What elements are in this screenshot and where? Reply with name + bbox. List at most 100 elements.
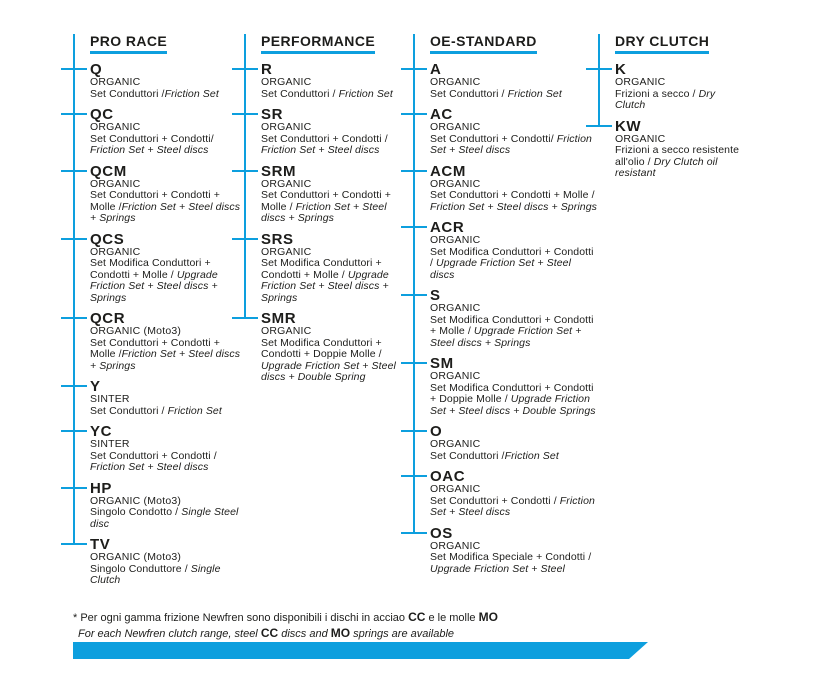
tick-mark — [232, 68, 258, 70]
code-cc: CC — [260, 625, 279, 640]
material-type: ORGANIC — [430, 438, 481, 450]
product-code: Q — [90, 61, 103, 78]
tick-mark — [586, 124, 612, 127]
product-description: Set Conduttori + Condotti / Friction Set… — [261, 133, 413, 157]
product-code: SMR — [261, 310, 297, 327]
description-english: Upgrade Friction Set + Steel discs — [430, 257, 572, 281]
blue-footer-banner — [73, 642, 648, 659]
product-description: Set Modifica Conduttori + Condotti + Mol… — [90, 257, 244, 304]
material-type: ORGANIC — [261, 245, 312, 258]
product-code-entry: QCM ORGANIC Set Conduttori + Condotti + … — [61, 162, 244, 225]
description-english: Friction Set + Steel discs + Springs — [90, 200, 241, 224]
description-italian: Set Modifica Conduttori + Condotti / — [430, 245, 594, 269]
product-code-entry: O ORGANIC Set Conduttori /Friction Set — [401, 424, 598, 462]
description-italian: Singolo Condotto / — [90, 506, 182, 518]
product-description: Set Modifica Speciale + Condotti / Upgra… — [430, 551, 598, 575]
column-items: Q ORGANIC Set Conduttori /Friction Set Q… — [61, 61, 244, 587]
material-type: ORGANIC — [90, 76, 141, 88]
material-type: ORGANIC — [90, 177, 141, 190]
description-italian: Set Conduttori + Condotti/ — [90, 132, 214, 145]
column-title: PRO RACE — [90, 34, 168, 54]
description-italian: Set Conduttori + Condotti + Molle / — [261, 189, 391, 213]
product-code-entry: SR ORGANIC Set Conduttori + Condotti / F… — [232, 107, 413, 157]
tick-mark — [401, 430, 427, 432]
material-type: ORGANIC — [261, 121, 312, 133]
product-code: YC — [90, 423, 113, 440]
description-italian: Set Modifica Conduttori + Condotti + Dop… — [261, 336, 382, 360]
product-description: Set Conduttori + Condotti + Molle / Fric… — [430, 189, 598, 213]
footnote-italian: * Per ogni gamma frizione Newfren sono d… — [73, 610, 498, 624]
product-description: Set Conduttori /Friction Set — [90, 87, 244, 101]
product-code-entry: TV ORGANIC (Moto3) Singolo Conduttore / … — [61, 536, 244, 587]
material-type: ORGANIC — [430, 234, 481, 246]
product-description: Set Conduttori + Condotti + Molle /Frict… — [90, 189, 244, 225]
product-description: Set Conduttori + Condotti + Molle / Fric… — [261, 189, 413, 225]
material-type: ORGANIC — [430, 539, 481, 552]
column-items: K ORGANIC Frizioni a secco / Dry Clutch … — [586, 62, 748, 180]
column-pro-race: PRO RACE Q ORGANIC Set Conduttori /Frict… — [61, 33, 244, 594]
product-code-entry: YC SINTER Set Conduttori + Condotti / Fr… — [61, 423, 244, 474]
product-code: QC — [90, 106, 114, 123]
description-english: Friction Set + Steel discs + Springs — [430, 200, 598, 213]
material-type: SINTER — [90, 393, 130, 405]
description-english: Friction Set + Steel discs — [261, 144, 380, 156]
column-oe-standard: OE-STANDARD A ORGANIC Set Conduttori / F… — [401, 33, 598, 594]
description-english: Friction Set + Steel discs — [430, 494, 595, 518]
product-description: Set Conduttori / Friction Set — [261, 87, 413, 101]
product-code-entry: SRS ORGANIC Set Modifica Conduttori + Co… — [232, 232, 413, 305]
product-description: Set Modifica Conduttori + Condotti + Dop… — [430, 381, 598, 418]
description-english: Friction Set + Steel discs + Springs — [261, 200, 387, 224]
material-type: ORGANIC — [430, 302, 481, 314]
description-italian: Set Modifica Conduttori + Condotti + Mol… — [90, 257, 211, 281]
product-code: ACM — [430, 162, 466, 180]
code-mo: MO — [330, 625, 351, 640]
description-english: Upgrade Friction Set + Steel discs + Dou… — [430, 393, 596, 417]
product-code-entry: QCR ORGANIC (Moto3) Set Conduttori + Con… — [61, 311, 244, 373]
product-description: Set Modifica Conduttori + Condotti + Mol… — [261, 257, 413, 304]
description-italian: Set Modifica Conduttori + Condotti + Dop… — [430, 381, 594, 405]
description-english: Single Steel disc — [90, 506, 239, 530]
product-code: QCM — [90, 162, 127, 180]
product-description: Set Conduttori + Condotti/ Friction Set … — [430, 133, 598, 157]
tick-mark — [61, 113, 87, 115]
product-code: TV — [90, 536, 111, 553]
tick-mark — [586, 68, 612, 70]
description-english: Friction Set + Steel discs — [90, 144, 209, 156]
tick-mark — [232, 237, 258, 240]
product-code-entry: QC ORGANIC Set Conduttori + Condotti/ Fr… — [61, 106, 244, 157]
description-english: Friction Set — [164, 87, 219, 100]
product-code: OS — [430, 524, 453, 542]
description-italian: Frizioni a secco resistente all'olio / — [615, 144, 740, 168]
tick-mark — [61, 68, 87, 70]
description-italian: Set Conduttori / — [430, 87, 508, 100]
tick-mark — [61, 237, 87, 240]
product-code-entry: HP ORGANIC (Moto3) Singolo Condotto / Si… — [61, 481, 244, 531]
column-performance: PERFORMANCE R ORGANIC Set Conduttori / F… — [232, 33, 413, 594]
description-italian: Set Conduttori + Condotti + Molle / — [430, 189, 595, 201]
column-title: DRY CLUTCH — [615, 34, 710, 54]
description-italian: Set Modifica Speciale + Condotti / — [430, 551, 592, 563]
material-type: ORGANIC — [615, 76, 666, 88]
product-code: AC — [430, 106, 453, 123]
column-connector-line — [413, 34, 415, 533]
product-description: Set Conduttori + Condotti / Friction Set… — [90, 450, 244, 474]
footnote: * Per ogni gamma frizione Newfren sono d… — [73, 610, 498, 641]
product-code-entry: KW ORGANIC Frizioni a secco resistente a… — [586, 119, 748, 180]
tick-mark — [401, 226, 427, 228]
description-italian: Set Conduttori / — [90, 404, 168, 417]
product-code: SM — [430, 355, 454, 372]
tick-mark — [401, 531, 427, 534]
description-english: Friction Set — [338, 87, 393, 100]
material-type: ORGANIC — [261, 325, 312, 337]
product-code-entry: SMR ORGANIC Set Modifica Conduttori + Co… — [232, 310, 413, 384]
description-italian: Set Conduttori / — [90, 87, 165, 100]
material-type: ORGANIC — [430, 483, 481, 495]
product-code: QCS — [90, 230, 125, 248]
description-english: Friction Set + Steel discs — [90, 461, 209, 473]
product-code-entry: ACM ORGANIC Set Conduttori + Condotti + … — [401, 162, 598, 214]
description-english: Dry Clutch — [615, 87, 716, 111]
product-description: Set Conduttori + Condotti + Molle /Frict… — [90, 337, 244, 373]
tick-mark — [232, 169, 258, 172]
product-description: Set Conduttori / Friction Set — [430, 87, 598, 101]
material-type: ORGANIC (Moto3) — [90, 325, 182, 337]
